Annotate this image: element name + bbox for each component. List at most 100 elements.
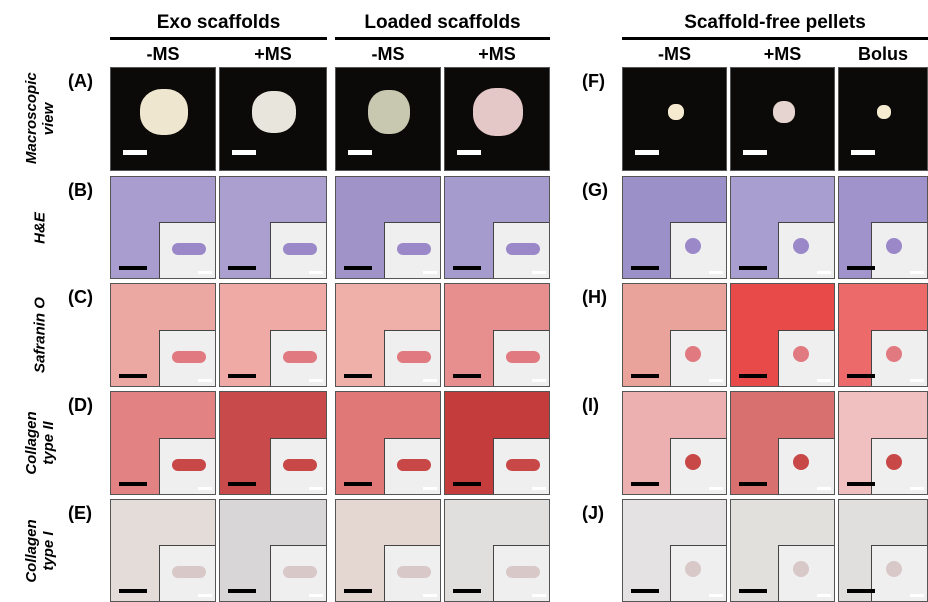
image-panel bbox=[335, 499, 441, 602]
inset-scale-bar bbox=[423, 379, 437, 382]
scale-bar bbox=[228, 482, 256, 486]
inset-scale-bar bbox=[532, 271, 546, 274]
scale-bar bbox=[847, 482, 875, 486]
specimen bbox=[473, 88, 523, 136]
inset-specimen bbox=[397, 243, 431, 255]
scale-bar bbox=[348, 150, 372, 155]
specimen bbox=[140, 89, 188, 135]
panel-letter: (C) bbox=[68, 287, 93, 307]
inset bbox=[384, 222, 440, 278]
group-underline bbox=[110, 37, 327, 40]
scale-bar bbox=[119, 266, 147, 270]
inset-specimen bbox=[506, 243, 540, 255]
inset bbox=[384, 545, 440, 601]
image-panel bbox=[219, 391, 327, 495]
panel-letter: (E) bbox=[68, 503, 92, 523]
inset-scale-bar bbox=[198, 594, 212, 597]
inset-scale-bar bbox=[910, 487, 924, 490]
inset-scale-bar bbox=[910, 594, 924, 597]
inset-specimen bbox=[793, 238, 809, 254]
scale-bar bbox=[739, 589, 767, 593]
inset-scale-bar bbox=[423, 594, 437, 597]
inset-scale-bar bbox=[309, 594, 323, 597]
scale-bar bbox=[635, 150, 659, 155]
image-panel bbox=[730, 176, 835, 279]
inset-scale-bar bbox=[532, 487, 546, 490]
row-label: Collagen type II bbox=[23, 411, 57, 475]
scale-bar bbox=[119, 374, 147, 378]
row-label: H&E bbox=[31, 211, 49, 244]
scale-bar bbox=[453, 266, 481, 270]
inset-specimen bbox=[685, 238, 701, 254]
row-label: Safranin O bbox=[31, 297, 49, 373]
scale-bar bbox=[631, 589, 659, 593]
inset-scale-bar bbox=[817, 594, 831, 597]
inset-scale-bar bbox=[309, 271, 323, 274]
image-panel bbox=[622, 283, 727, 387]
scale-bar bbox=[344, 374, 372, 378]
column-title: +MS bbox=[254, 44, 292, 64]
panel-letter: (D) bbox=[68, 395, 93, 415]
scale-bar bbox=[457, 150, 481, 155]
inset-specimen bbox=[506, 566, 540, 578]
inset-scale-bar bbox=[709, 379, 723, 382]
column-title: +MS bbox=[763, 44, 802, 64]
inset-specimen bbox=[886, 561, 902, 577]
image-panel bbox=[219, 283, 327, 387]
image-panel bbox=[622, 176, 727, 279]
inset-specimen bbox=[397, 351, 431, 363]
inset-scale-bar bbox=[817, 487, 831, 490]
column-title: -MS bbox=[146, 44, 180, 64]
row-label: Macroscopic view bbox=[23, 72, 57, 164]
inset bbox=[159, 545, 215, 601]
inset bbox=[270, 545, 326, 601]
specimen bbox=[252, 91, 296, 133]
specimen bbox=[877, 105, 891, 119]
scale-bar bbox=[847, 374, 875, 378]
column-title: -MS bbox=[658, 44, 691, 64]
image-panel bbox=[622, 67, 727, 171]
inset-specimen bbox=[397, 566, 431, 578]
panel-letter: (H) bbox=[582, 287, 607, 307]
scale-bar bbox=[743, 150, 767, 155]
inset bbox=[871, 545, 927, 601]
scale-bar bbox=[453, 482, 481, 486]
inset-specimen bbox=[283, 566, 317, 578]
inset-scale-bar bbox=[817, 271, 831, 274]
group-underline bbox=[622, 37, 928, 40]
inset-specimen bbox=[283, 351, 317, 363]
inset bbox=[159, 330, 215, 386]
scale-bar bbox=[851, 150, 875, 155]
inset bbox=[384, 438, 440, 494]
inset bbox=[670, 545, 726, 601]
scale-bar bbox=[453, 589, 481, 593]
inset-specimen bbox=[397, 459, 431, 471]
inset-scale-bar bbox=[910, 271, 924, 274]
inset-scale-bar bbox=[709, 594, 723, 597]
panel-letter: (B) bbox=[68, 180, 93, 200]
scale-bar bbox=[739, 374, 767, 378]
image-panel bbox=[444, 391, 550, 495]
scale-bar bbox=[228, 589, 256, 593]
inset bbox=[670, 222, 726, 278]
inset-specimen bbox=[886, 454, 902, 470]
inset bbox=[871, 222, 927, 278]
scale-bar bbox=[228, 266, 256, 270]
inset-specimen bbox=[172, 351, 206, 363]
inset-specimen bbox=[685, 454, 701, 470]
scale-bar bbox=[344, 589, 372, 593]
image-panel bbox=[622, 499, 727, 602]
inset bbox=[871, 438, 927, 494]
scale-bar bbox=[453, 374, 481, 378]
inset-specimen bbox=[886, 238, 902, 254]
image-panel bbox=[622, 391, 727, 495]
inset-specimen bbox=[172, 243, 206, 255]
inset-scale-bar bbox=[423, 271, 437, 274]
inset bbox=[159, 222, 215, 278]
image-panel bbox=[110, 391, 216, 495]
inset-specimen bbox=[506, 351, 540, 363]
scale-bar bbox=[123, 150, 147, 155]
image-panel bbox=[838, 67, 928, 171]
image-panel bbox=[335, 176, 441, 279]
